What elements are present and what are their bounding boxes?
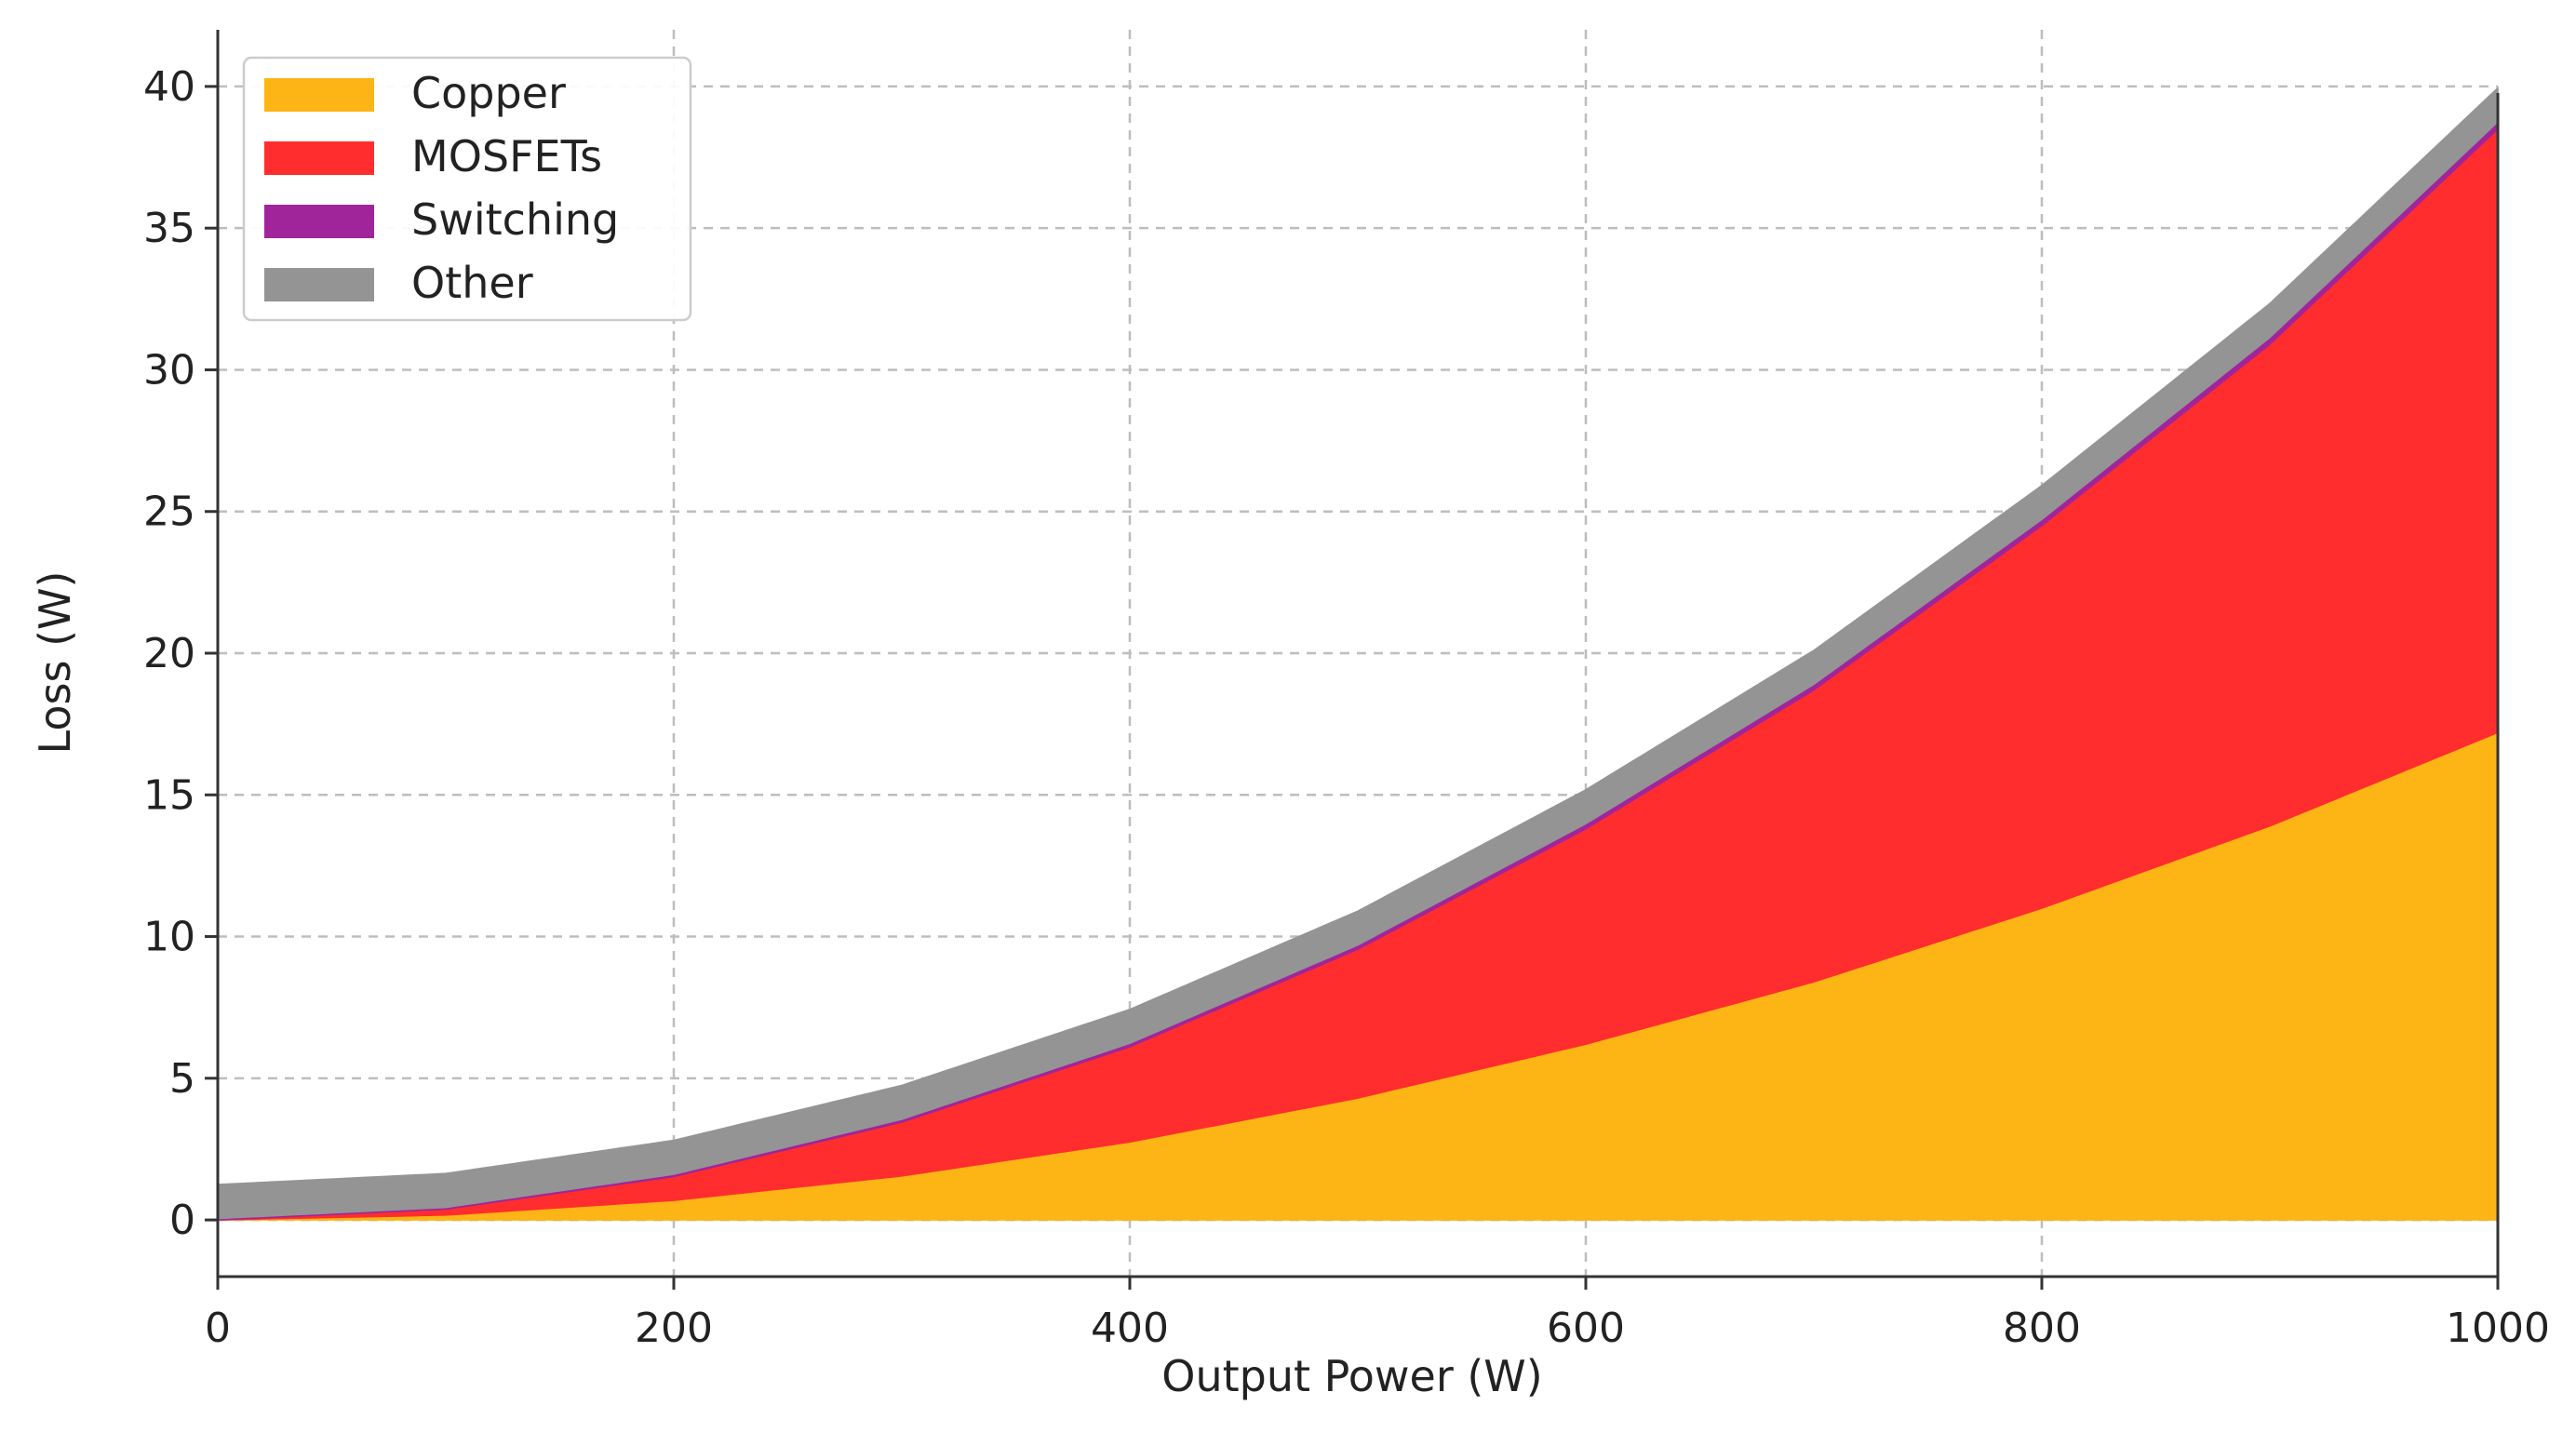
area-other <box>217 86 2499 1220</box>
legend-label-other: Other <box>411 258 533 308</box>
legend-box <box>242 56 692 322</box>
x-tick-label-600: 600 <box>1547 1305 1625 1352</box>
x-tick-label-200: 200 <box>635 1305 713 1352</box>
legend-label-copper: Copper <box>411 68 566 118</box>
x-tick-label-0: 0 <box>205 1305 231 1352</box>
legend-swatch-other <box>264 268 374 301</box>
legend-swatch-switching <box>264 205 374 238</box>
x-tick-label-400: 400 <box>1091 1305 1169 1352</box>
y-tick-label-15: 15 <box>143 771 195 819</box>
y-tick-label-20: 20 <box>143 630 195 677</box>
y-tick-label-25: 25 <box>143 488 195 536</box>
legend-swatch-mosfets <box>264 141 374 175</box>
tick-layer: 0 200 400 600 800 1000 0 5 10 15 20 25 30 35 40 <box>143 63 2550 1352</box>
legend: Copper MOSFETs Switching Other <box>242 56 692 322</box>
y-tick-label-30: 30 <box>143 346 195 394</box>
y-tick-label-5: 5 <box>169 1055 195 1103</box>
y-axis-label: Loss (W) <box>30 571 80 755</box>
x-axis-label: Output Power (W) <box>1161 1351 1543 1401</box>
legend-swatch-copper <box>264 78 374 112</box>
x-tick-label-800: 800 <box>2003 1305 2081 1352</box>
x-tick-label-1000: 1000 <box>2446 1305 2550 1352</box>
y-tick-label-0: 0 <box>169 1197 195 1244</box>
y-tick-label-40: 40 <box>143 63 195 111</box>
y-tick-label-10: 10 <box>143 914 195 961</box>
y-tick-label-35: 35 <box>143 205 195 252</box>
legend-label-switching: Switching <box>411 194 619 245</box>
legend-label-mosfets: MOSFETs <box>411 131 602 181</box>
